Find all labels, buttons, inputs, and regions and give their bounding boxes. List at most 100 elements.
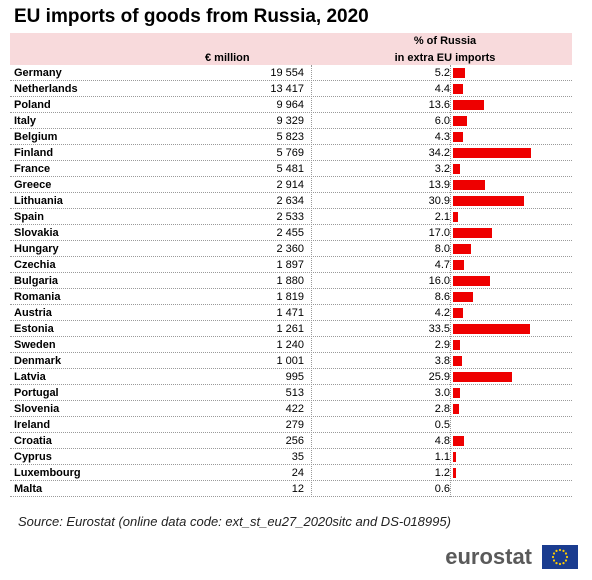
percent-value: 2.9 [434, 339, 450, 351]
percent-value: 25.9 [428, 371, 450, 383]
percent-value: 1.2 [434, 467, 450, 479]
percent-value: 16.0 [428, 275, 450, 287]
percent-bar [453, 116, 467, 126]
country-label: Estonia [14, 323, 54, 335]
million-value: 513 [285, 387, 304, 399]
table-row: Portugal 513 3.0 [10, 385, 572, 401]
table-row: Belgium 5 823 4.3 [10, 129, 572, 145]
table-row: Romania 1 819 8.6 [10, 289, 572, 305]
table-row: Luxembourg 24 1.2 [10, 465, 572, 481]
table-row: Croatia 256 4.8 [10, 433, 572, 449]
percent-value: 34.2 [428, 147, 450, 159]
table-row: Germany 19 554 5.2 [10, 65, 572, 81]
country-label: Slovenia [14, 403, 60, 415]
percent-value: 1.1 [434, 451, 450, 463]
million-value: 2 533 [276, 211, 304, 223]
percent-bar [453, 100, 485, 110]
million-value: 1 240 [276, 339, 304, 351]
table-row: Spain 2 533 2.1 [10, 209, 572, 225]
country-label: Malta [14, 483, 43, 495]
million-value: 256 [285, 435, 304, 447]
table-row: Italy 9 329 6.0 [10, 113, 572, 129]
percent-bar [453, 292, 473, 302]
million-value: 9 964 [276, 99, 304, 111]
table-row: Poland 9 964 13.6 [10, 97, 572, 113]
percent-value: 4.7 [434, 259, 450, 271]
percent-bar [453, 228, 492, 238]
eu-flag-icon [542, 545, 578, 569]
header-band [10, 33, 572, 65]
country-label: France [14, 163, 51, 175]
percent-value: 33.5 [428, 323, 450, 335]
million-value: 12 [291, 483, 304, 495]
table-row: Sweden 1 240 2.9 [10, 337, 572, 353]
percent-value: 3.2 [434, 163, 450, 175]
country-label: Greece [14, 179, 52, 191]
table-row: Cyprus 35 1.1 [10, 449, 572, 465]
country-label: Portugal [14, 387, 59, 399]
percent-bar [453, 404, 460, 414]
million-value: 35 [291, 451, 304, 463]
country-label: Lithuania [14, 195, 63, 207]
percent-value: 17.0 [428, 227, 450, 239]
country-label: Poland [14, 99, 51, 111]
table-row: Bulgaria 1 880 16.0 [10, 273, 572, 289]
million-value: 995 [285, 371, 304, 383]
country-label: Romania [14, 291, 61, 303]
country-label: Cyprus [14, 451, 52, 463]
percent-bar [453, 244, 472, 254]
table-row: Denmark 1 001 3.8 [10, 353, 572, 369]
percent-value: 4.2 [434, 307, 450, 319]
million-value: 1 897 [276, 259, 304, 271]
percent-bar [453, 212, 458, 222]
percent-value: 8.0 [434, 243, 450, 255]
percent-bar [453, 388, 460, 398]
country-label: Bulgaria [14, 275, 59, 287]
chart-title: EU imports of goods from Russia, 2020 [14, 6, 369, 27]
table-row: France 5 481 3.2 [10, 161, 572, 177]
percent-bar [453, 452, 456, 462]
percent-value: 6.0 [434, 115, 450, 127]
country-label: Spain [14, 211, 44, 223]
country-label: Italy [14, 115, 37, 127]
eurostat-logo: eurostat [438, 545, 578, 569]
country-label: Denmark [14, 355, 62, 367]
percent-bar [453, 468, 456, 478]
source-note: Source: Eurostat (online data code: ext_… [18, 514, 451, 529]
percent-bar [453, 164, 461, 174]
million-value: 2 634 [276, 195, 304, 207]
percent-bar [453, 340, 460, 350]
percent-bar [453, 324, 530, 334]
table-row: Slovenia 422 2.8 [10, 401, 572, 417]
table-row: Malta 12 0.6 [10, 481, 572, 497]
table-row: Estonia 1 261 33.5 [10, 321, 572, 337]
percent-bar [453, 260, 464, 270]
million-value: 5 481 [276, 163, 304, 175]
million-value: 1 261 [276, 323, 304, 335]
million-value: 13 417 [270, 83, 304, 95]
percent-value: 2.8 [434, 403, 450, 415]
country-label: Finland [14, 147, 54, 159]
table-row: Slovakia 2 455 17.0 [10, 225, 572, 241]
country-label: Latvia [14, 371, 46, 383]
table-row: Lithuania 2 634 30.9 [10, 193, 572, 209]
table-row: Czechia 1 897 4.7 [10, 257, 572, 273]
table-row: Latvia 995 25.9 [10, 369, 572, 385]
percent-value: 4.4 [434, 83, 450, 95]
million-value: 24 [291, 467, 304, 479]
million-value: 5 769 [276, 147, 304, 159]
percent-value: 3.0 [434, 387, 450, 399]
percent-value: 8.6 [434, 291, 450, 303]
percent-bar [453, 68, 465, 78]
percent-value: 2.1 [434, 211, 450, 223]
million-value: 5 823 [276, 131, 304, 143]
logo-text: eurostat [445, 544, 532, 569]
percent-bar [453, 148, 532, 158]
million-value: 1 001 [276, 355, 304, 367]
percent-value: 4.3 [434, 131, 450, 143]
percent-bar [453, 196, 524, 206]
million-value: 2 914 [276, 179, 304, 191]
header-percent-line2: in extra EU imports [394, 52, 496, 64]
country-label: Hungary [14, 243, 59, 255]
country-label: Luxembourg [14, 467, 81, 479]
